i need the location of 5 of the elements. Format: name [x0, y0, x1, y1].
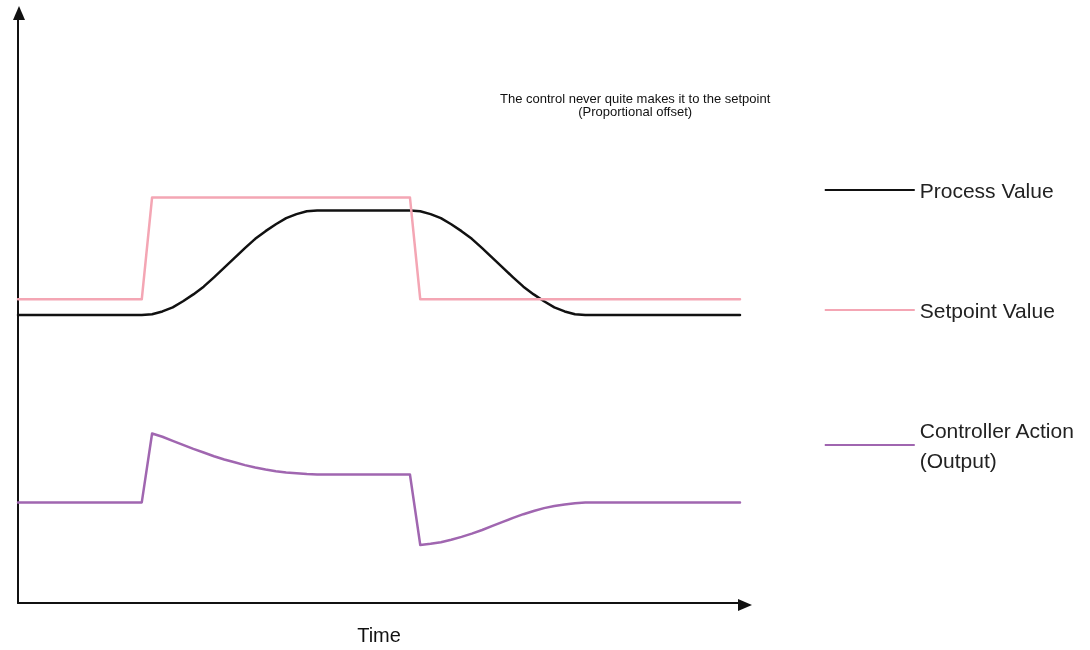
text: The control never quite makes it to the setpoint (Proportional offset): [500, 91, 771, 119]
legend-label: Setpoint Value: [919, 298, 1055, 322]
x-axis-title: Time: [357, 624, 401, 646]
legend-label: Process Value: [919, 178, 1054, 202]
legend-label: Controller Action (Output): [919, 418, 1074, 472]
